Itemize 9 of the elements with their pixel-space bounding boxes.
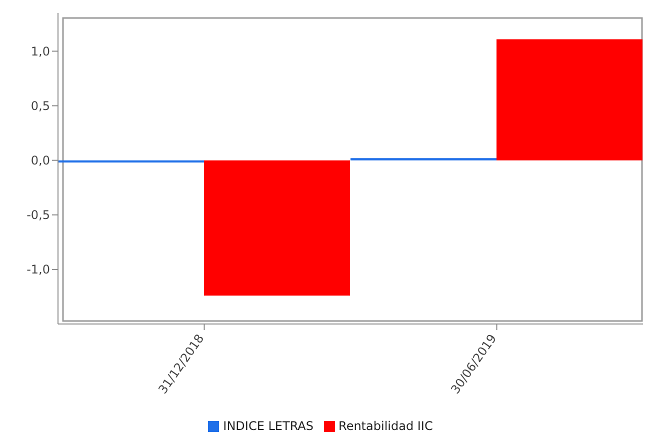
y-tick-label: 0,5 [30, 99, 50, 114]
legend-label: INDICE LETRAS [223, 419, 314, 433]
y-tick-label: 0,0 [30, 154, 50, 168]
legend-label: Rentabilidad IIC [338, 419, 433, 433]
y-tick-label: -0,5 [26, 208, 50, 222]
y-tick-label: 1,0 [30, 44, 50, 58]
bar [496, 39, 642, 160]
bar [204, 160, 350, 296]
y-tick-label: -1,0 [26, 262, 50, 277]
